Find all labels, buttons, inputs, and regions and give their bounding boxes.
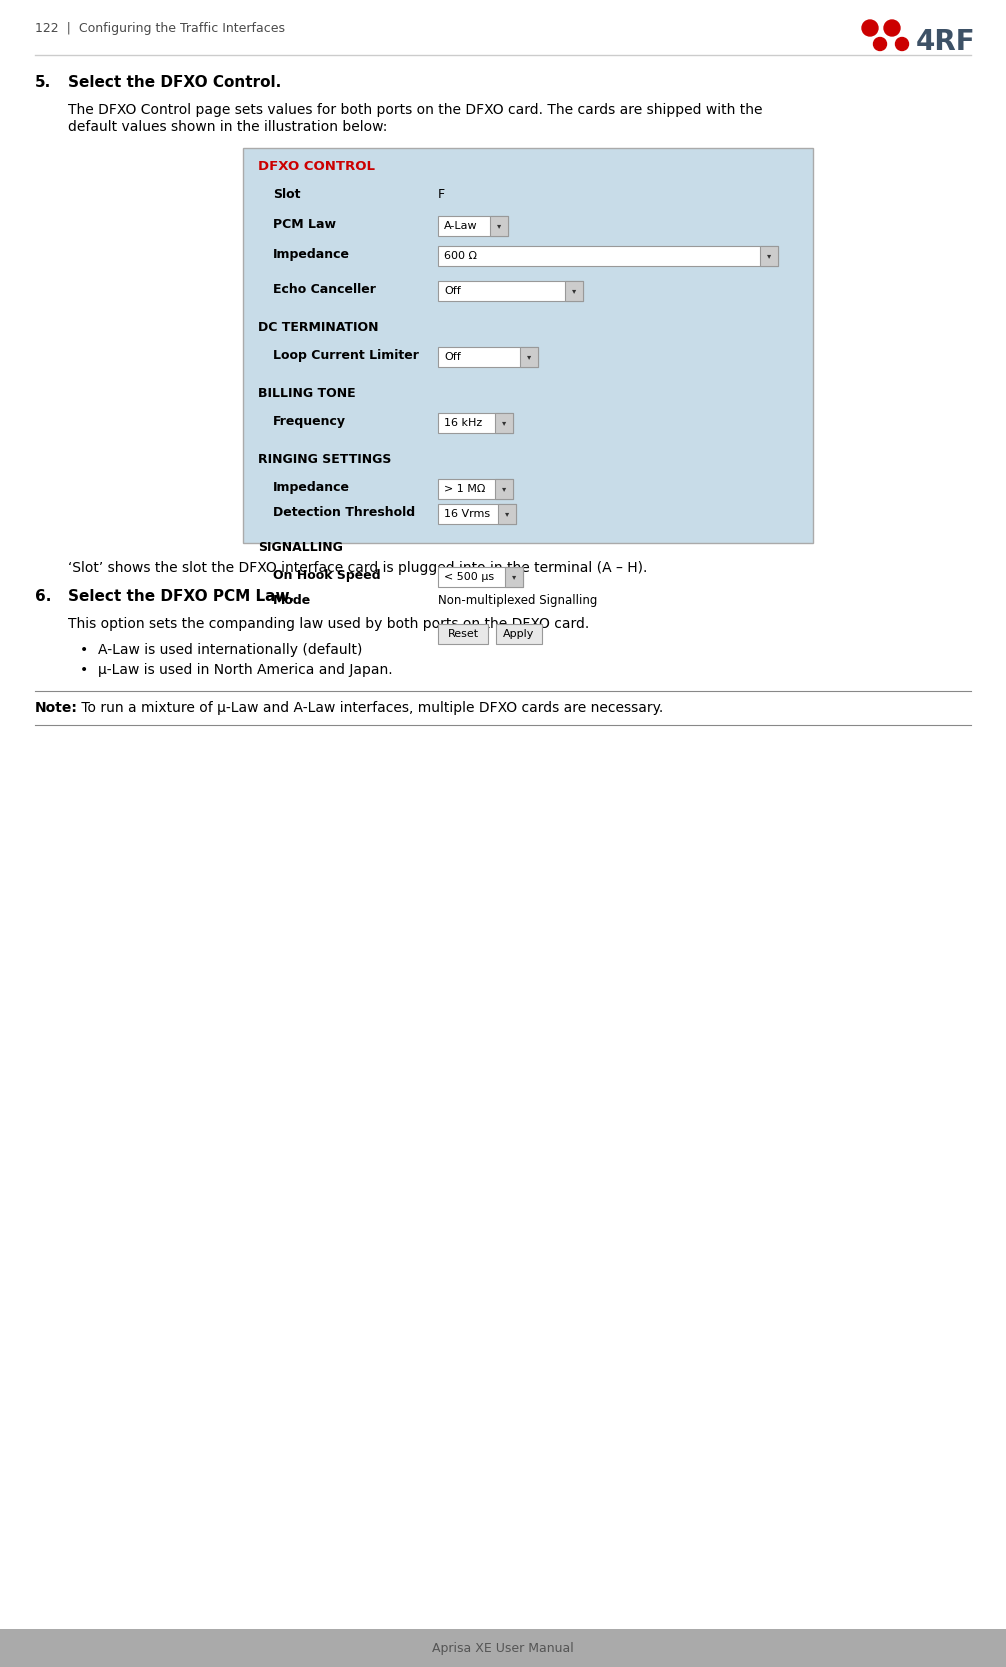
Text: ▾: ▾	[505, 510, 509, 518]
Text: PCM Law: PCM Law	[273, 218, 336, 232]
Text: Frequency: Frequency	[273, 415, 346, 428]
FancyBboxPatch shape	[438, 503, 516, 523]
Text: < 500 μs: < 500 μs	[444, 572, 494, 582]
Text: Aprisa XE User Manual: Aprisa XE User Manual	[433, 1642, 573, 1655]
Circle shape	[873, 37, 886, 50]
Text: Reset: Reset	[448, 628, 479, 638]
Text: RINGING SETTINGS: RINGING SETTINGS	[258, 453, 391, 467]
FancyBboxPatch shape	[496, 623, 542, 643]
FancyBboxPatch shape	[498, 503, 516, 523]
Text: 6.: 6.	[35, 588, 51, 603]
FancyBboxPatch shape	[0, 1629, 1006, 1667]
Text: Select the DFXO PCM Law.: Select the DFXO PCM Law.	[68, 588, 294, 603]
Text: ▾: ▾	[497, 222, 501, 230]
Text: This option sets the companding law used by both ports on the DFXO card.: This option sets the companding law used…	[68, 617, 590, 632]
Text: Impedance: Impedance	[273, 482, 350, 493]
Text: •: •	[80, 663, 89, 677]
Text: ‘Slot’ shows the slot the DFXO interface card is plugged into in the terminal (A: ‘Slot’ shows the slot the DFXO interface…	[68, 562, 648, 575]
Text: •: •	[80, 643, 89, 657]
Circle shape	[862, 20, 878, 37]
FancyBboxPatch shape	[243, 148, 813, 543]
FancyBboxPatch shape	[438, 567, 523, 587]
Text: > 1 MΩ: > 1 MΩ	[444, 483, 485, 493]
Text: default values shown in the illustration below:: default values shown in the illustration…	[68, 120, 387, 133]
Text: DC TERMINATION: DC TERMINATION	[258, 322, 378, 333]
Text: Echo Canceller: Echo Canceller	[273, 283, 376, 297]
Text: 4RF: 4RF	[916, 28, 976, 57]
Text: Note:: Note:	[35, 702, 77, 715]
Text: Apply: Apply	[503, 628, 534, 638]
Text: 16 kHz: 16 kHz	[444, 418, 482, 428]
Text: Mode: Mode	[273, 593, 311, 607]
FancyBboxPatch shape	[438, 282, 583, 302]
Text: ▾: ▾	[571, 287, 576, 295]
Text: ▾: ▾	[502, 418, 506, 427]
FancyBboxPatch shape	[438, 623, 488, 643]
Text: ▾: ▾	[527, 352, 531, 362]
Text: Loop Current Limiter: Loop Current Limiter	[273, 348, 418, 362]
Text: Select the DFXO Control.: Select the DFXO Control.	[68, 75, 282, 90]
FancyBboxPatch shape	[490, 217, 508, 237]
Text: On Hook Speed: On Hook Speed	[273, 568, 380, 582]
Text: 16 Vrms: 16 Vrms	[444, 508, 490, 518]
FancyBboxPatch shape	[520, 347, 538, 367]
Text: Slot: Slot	[273, 188, 301, 202]
Text: Impedance: Impedance	[273, 248, 350, 262]
Text: ▾: ▾	[502, 485, 506, 493]
Text: Off: Off	[444, 352, 461, 362]
Text: ▾: ▾	[767, 252, 772, 260]
Text: SIGNALLING: SIGNALLING	[258, 542, 343, 553]
Text: Off: Off	[444, 287, 461, 297]
Text: Non-multiplexed Signalling: Non-multiplexed Signalling	[438, 593, 598, 607]
Text: BILLING TONE: BILLING TONE	[258, 387, 356, 400]
FancyBboxPatch shape	[495, 478, 513, 498]
Text: The DFXO Control page sets values for both ports on the DFXO card. The cards are: The DFXO Control page sets values for bo…	[68, 103, 763, 117]
Text: 5.: 5.	[35, 75, 51, 90]
FancyBboxPatch shape	[505, 567, 523, 587]
FancyBboxPatch shape	[565, 282, 583, 302]
Circle shape	[895, 37, 908, 50]
Text: 122  |  Configuring the Traffic Interfaces: 122 | Configuring the Traffic Interfaces	[35, 22, 285, 35]
FancyBboxPatch shape	[438, 413, 513, 433]
Text: 600 Ω: 600 Ω	[444, 252, 477, 262]
Text: ▾: ▾	[512, 572, 516, 582]
FancyBboxPatch shape	[438, 347, 538, 367]
FancyBboxPatch shape	[438, 247, 778, 267]
Text: A-Law is used internationally (default): A-Law is used internationally (default)	[98, 643, 362, 657]
Circle shape	[884, 20, 900, 37]
Text: μ-Law is used in North America and Japan.: μ-Law is used in North America and Japan…	[98, 663, 392, 677]
Text: DFXO CONTROL: DFXO CONTROL	[258, 160, 375, 173]
Text: To run a mixture of μ-Law and A-Law interfaces, multiple DFXO cards are necessar: To run a mixture of μ-Law and A-Law inte…	[77, 702, 663, 715]
FancyBboxPatch shape	[495, 413, 513, 433]
FancyBboxPatch shape	[438, 217, 508, 237]
Text: A-Law: A-Law	[444, 222, 478, 232]
Text: Detection Threshold: Detection Threshold	[273, 507, 415, 518]
Text: F: F	[438, 188, 445, 202]
FancyBboxPatch shape	[438, 478, 513, 498]
FancyBboxPatch shape	[760, 247, 778, 267]
